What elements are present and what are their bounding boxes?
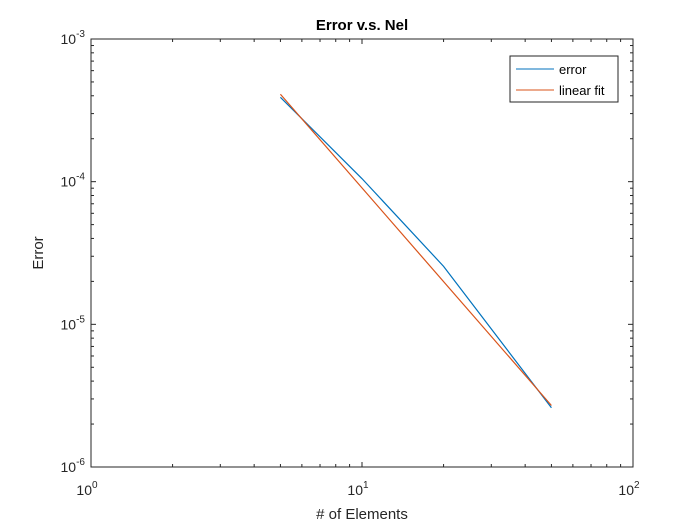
series-line-linear-fit xyxy=(279,93,552,406)
tick-labels-layer: 100 101 102 10-6 10-5 10-4 10-3 xyxy=(61,29,640,498)
series-layer xyxy=(279,93,552,409)
x-tick-label: 102 xyxy=(618,480,640,498)
legend: error linear fit xyxy=(509,55,619,103)
y-tick-label: 10-4 xyxy=(61,172,86,190)
x-tick-label: 100 xyxy=(76,480,98,498)
x-tick-label: 101 xyxy=(347,480,369,498)
plot-area xyxy=(91,39,633,467)
series-line-error xyxy=(279,96,552,409)
x-axis-label: # of Elements xyxy=(316,506,408,523)
y-axis-label: Error xyxy=(30,236,47,269)
y-tick-label: 10-6 xyxy=(61,457,86,475)
legend-box xyxy=(509,55,619,103)
y-tick-label: 10-5 xyxy=(61,314,86,332)
y-tick-label: 10-3 xyxy=(61,29,86,47)
legend-label-error: error xyxy=(559,62,587,77)
axes-box xyxy=(90,38,634,468)
chart-title: Error v.s. Nel xyxy=(316,17,408,34)
legend-label-linear-fit: linear fit xyxy=(559,83,605,98)
